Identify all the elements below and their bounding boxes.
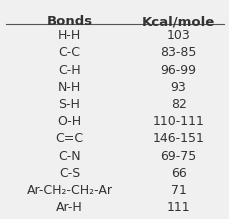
Text: C-S: C-S — [59, 167, 80, 180]
Text: 96-99: 96-99 — [160, 64, 196, 77]
Text: C-H: C-H — [58, 64, 81, 77]
Text: 146-151: 146-151 — [152, 132, 204, 145]
Text: 111: 111 — [166, 201, 190, 214]
Text: S-H: S-H — [58, 98, 80, 111]
Text: 83-85: 83-85 — [160, 46, 196, 59]
Text: 110-111: 110-111 — [152, 115, 204, 128]
Text: 103: 103 — [166, 29, 190, 42]
Text: Ar-CH₂-CH₂-Ar: Ar-CH₂-CH₂-Ar — [26, 184, 112, 197]
Text: 82: 82 — [170, 98, 186, 111]
Text: 71: 71 — [170, 184, 186, 197]
Text: C-N: C-N — [58, 150, 81, 163]
Text: Kcal/mole: Kcal/mole — [141, 16, 214, 28]
Text: H-H: H-H — [58, 29, 81, 42]
Text: 66: 66 — [170, 167, 186, 180]
Text: C=C: C=C — [55, 132, 83, 145]
Text: Ar-H: Ar-H — [56, 201, 83, 214]
Text: C-C: C-C — [58, 46, 80, 59]
Text: 93: 93 — [170, 81, 186, 94]
Text: O-H: O-H — [57, 115, 81, 128]
Text: 69-75: 69-75 — [160, 150, 196, 163]
Text: N-H: N-H — [58, 81, 81, 94]
Text: Bonds: Bonds — [46, 16, 92, 28]
